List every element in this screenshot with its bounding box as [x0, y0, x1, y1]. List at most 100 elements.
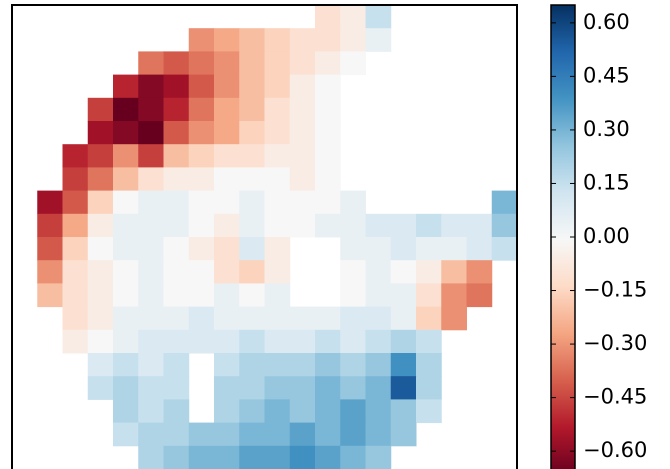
cell — [491, 213, 518, 238]
cell — [264, 144, 291, 168]
cell — [138, 167, 164, 192]
cell — [289, 306, 316, 331]
cell — [163, 329, 190, 354]
cell — [264, 167, 291, 192]
cell — [113, 376, 139, 400]
cell — [340, 260, 366, 284]
cell — [264, 329, 291, 354]
cell — [239, 283, 265, 308]
cell — [138, 121, 164, 145]
colorbar-tick-label: 0.00 — [583, 224, 630, 248]
cell — [264, 121, 291, 145]
cell — [62, 144, 89, 168]
cell — [340, 51, 366, 76]
cell — [87, 283, 114, 308]
cell — [315, 190, 341, 215]
cell — [163, 167, 190, 192]
cell — [113, 190, 139, 215]
cell — [289, 329, 316, 354]
cell — [289, 144, 316, 168]
cell — [390, 306, 417, 331]
cell — [62, 306, 89, 331]
cell — [466, 237, 493, 261]
cell — [390, 213, 417, 238]
cell — [390, 283, 417, 308]
cell — [188, 329, 215, 354]
colorbar-tick-label: 0.60 — [583, 10, 630, 34]
colorbar-tick-label: 0.45 — [583, 63, 630, 87]
cell — [214, 167, 240, 192]
cell — [214, 353, 240, 377]
cell — [87, 260, 114, 284]
cell — [416, 329, 442, 354]
cell — [163, 144, 190, 168]
cell — [113, 213, 139, 238]
cell — [390, 376, 417, 400]
cell — [289, 190, 316, 215]
cell — [239, 121, 265, 145]
cell — [37, 213, 63, 238]
cell — [289, 445, 316, 469]
cell — [390, 399, 417, 424]
cell — [37, 260, 63, 284]
cell — [163, 237, 190, 261]
cell — [289, 28, 316, 52]
cell — [239, 260, 265, 284]
cell — [340, 445, 366, 469]
cell — [264, 422, 291, 447]
cell — [113, 353, 139, 377]
cell — [188, 121, 215, 145]
cell — [315, 422, 341, 447]
colorbar-tick-label: −0.60 — [583, 438, 647, 462]
cell — [87, 190, 114, 215]
colorbar-tick-label: −0.45 — [583, 385, 647, 409]
cell — [264, 213, 291, 238]
cell — [416, 237, 442, 261]
heatmap — [37, 5, 518, 469]
cell — [466, 213, 493, 238]
cell — [365, 422, 392, 447]
cell — [214, 190, 240, 215]
cell — [289, 213, 316, 238]
cell — [264, 399, 291, 424]
cell — [315, 51, 341, 76]
cell — [188, 260, 215, 284]
cell — [289, 74, 316, 99]
cell — [441, 213, 467, 238]
cell — [264, 28, 291, 52]
cell — [239, 74, 265, 99]
cell — [365, 213, 392, 238]
cell — [289, 422, 316, 447]
cell — [289, 353, 316, 377]
cell — [87, 306, 114, 331]
cell — [163, 422, 190, 447]
plot-frame — [11, 4, 518, 469]
cell — [87, 144, 114, 168]
cell — [466, 260, 493, 284]
cell — [138, 353, 164, 377]
cell — [239, 237, 265, 261]
cell — [188, 28, 215, 52]
cell — [315, 167, 341, 192]
cell — [138, 51, 164, 76]
cell — [188, 74, 215, 99]
cell — [37, 283, 63, 308]
cell — [239, 213, 265, 238]
cell — [491, 190, 518, 215]
cell — [390, 329, 417, 354]
cell — [315, 144, 341, 168]
cell — [214, 237, 240, 261]
cell — [87, 376, 114, 400]
cell — [113, 74, 139, 99]
cell — [289, 376, 316, 400]
cell — [163, 283, 190, 308]
cell — [214, 121, 240, 145]
cell — [340, 329, 366, 354]
cell — [214, 51, 240, 76]
cell — [416, 353, 442, 377]
cell — [138, 260, 164, 284]
cell — [340, 237, 366, 261]
cell — [239, 353, 265, 377]
cell — [138, 97, 164, 122]
